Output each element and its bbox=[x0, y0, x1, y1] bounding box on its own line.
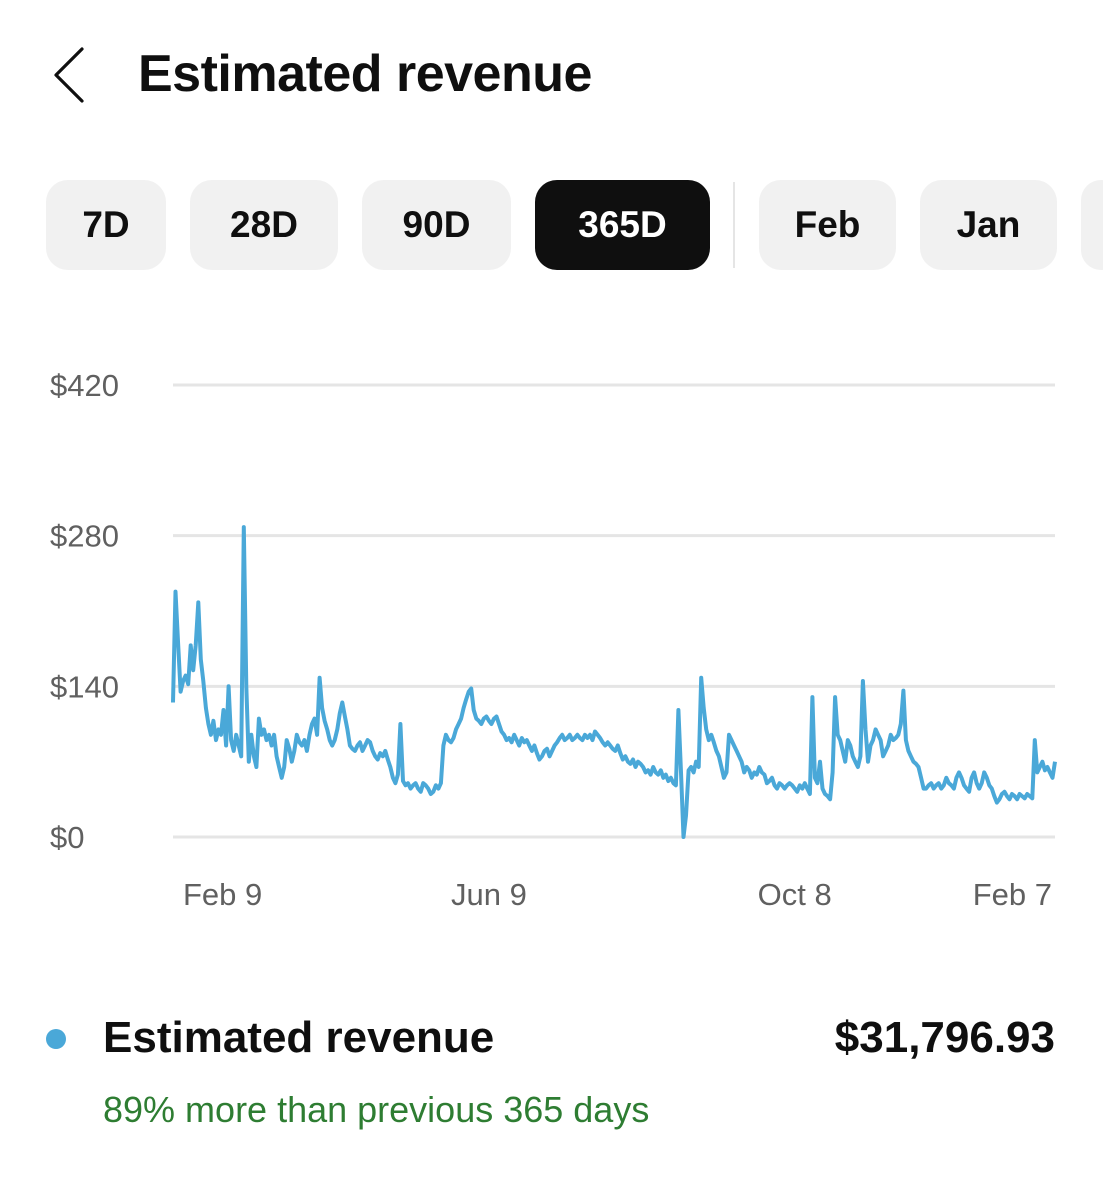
chip-next-partial[interactable] bbox=[1081, 180, 1103, 270]
y-tick-label: $0 bbox=[50, 820, 84, 855]
chip-jan[interactable]: Jan bbox=[920, 180, 1057, 270]
chip-90d[interactable]: 90D bbox=[362, 180, 511, 270]
chip-feb[interactable]: Feb bbox=[759, 180, 896, 270]
date-range-chips: 7D 28D 90D 365D Feb Jan bbox=[0, 180, 1103, 270]
chevron-left-icon bbox=[54, 47, 84, 103]
chip-365d[interactable]: 365D bbox=[535, 180, 710, 270]
series-color-dot bbox=[46, 1029, 66, 1049]
chip-divider bbox=[733, 182, 735, 268]
y-tick-label: $280 bbox=[50, 519, 119, 554]
x-tick-label: Jun 9 bbox=[451, 877, 527, 912]
chip-7d[interactable]: 7D bbox=[46, 180, 166, 270]
legend-label: Estimated revenue bbox=[103, 1013, 495, 1062]
back-button[interactable] bbox=[40, 40, 100, 110]
total-revenue-value: $31,796.93 bbox=[834, 1013, 1055, 1062]
chip-28d[interactable]: 28D bbox=[190, 180, 338, 270]
x-tick-label: Feb 7 bbox=[973, 877, 1052, 912]
x-tick-label: Feb 9 bbox=[183, 877, 262, 912]
comparison-text: 89% more than previous 365 days bbox=[103, 1089, 650, 1130]
series-line-estimated-revenue bbox=[171, 525, 1057, 839]
y-tick-label: $140 bbox=[50, 669, 119, 704]
header: Estimated revenue bbox=[0, 0, 1103, 150]
y-tick-label: $420 bbox=[50, 368, 119, 403]
x-tick-label: Oct 8 bbox=[758, 877, 832, 912]
page-title: Estimated revenue bbox=[138, 45, 592, 103]
revenue-chart: $0 $140 $280 $420 Feb 9 Jun 9 Oct 8 Feb 7 bbox=[50, 368, 1057, 912]
